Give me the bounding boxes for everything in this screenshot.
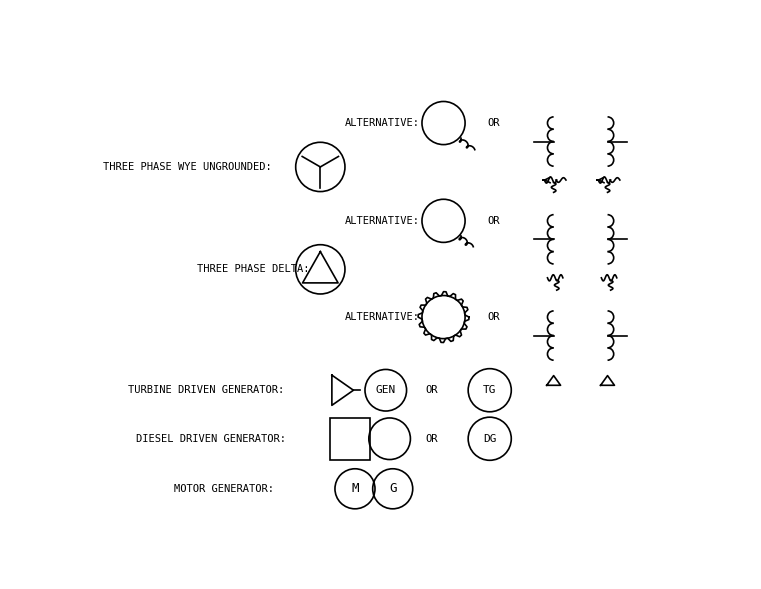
Text: OR: OR xyxy=(487,312,500,322)
Text: MOTOR GENERATOR:: MOTOR GENERATOR: xyxy=(174,484,274,494)
Text: ALTERNATIVE:: ALTERNATIVE: xyxy=(345,118,420,128)
Text: TURBINE DRIVEN GENERATOR:: TURBINE DRIVEN GENERATOR: xyxy=(128,385,284,395)
Text: TG: TG xyxy=(483,385,496,395)
Text: OR: OR xyxy=(487,216,500,226)
Text: THREE PHASE WYE UNGROUNDED:: THREE PHASE WYE UNGROUNDED: xyxy=(103,162,272,172)
Text: THREE PHASE DELTA:: THREE PHASE DELTA: xyxy=(197,264,310,274)
Text: ALTERNATIVE:: ALTERNATIVE: xyxy=(345,216,420,226)
Text: M: M xyxy=(352,482,358,495)
Bar xyxy=(330,418,370,459)
Text: OR: OR xyxy=(425,434,438,444)
Text: GEN: GEN xyxy=(376,385,396,395)
Text: OR: OR xyxy=(487,118,500,128)
Text: ALTERNATIVE:: ALTERNATIVE: xyxy=(345,312,420,322)
Text: G: G xyxy=(389,482,396,495)
Text: OR: OR xyxy=(425,385,438,395)
Text: DG: DG xyxy=(483,434,496,444)
Text: DIESEL DRIVEN GENERATOR:: DIESEL DRIVEN GENERATOR: xyxy=(135,434,285,444)
